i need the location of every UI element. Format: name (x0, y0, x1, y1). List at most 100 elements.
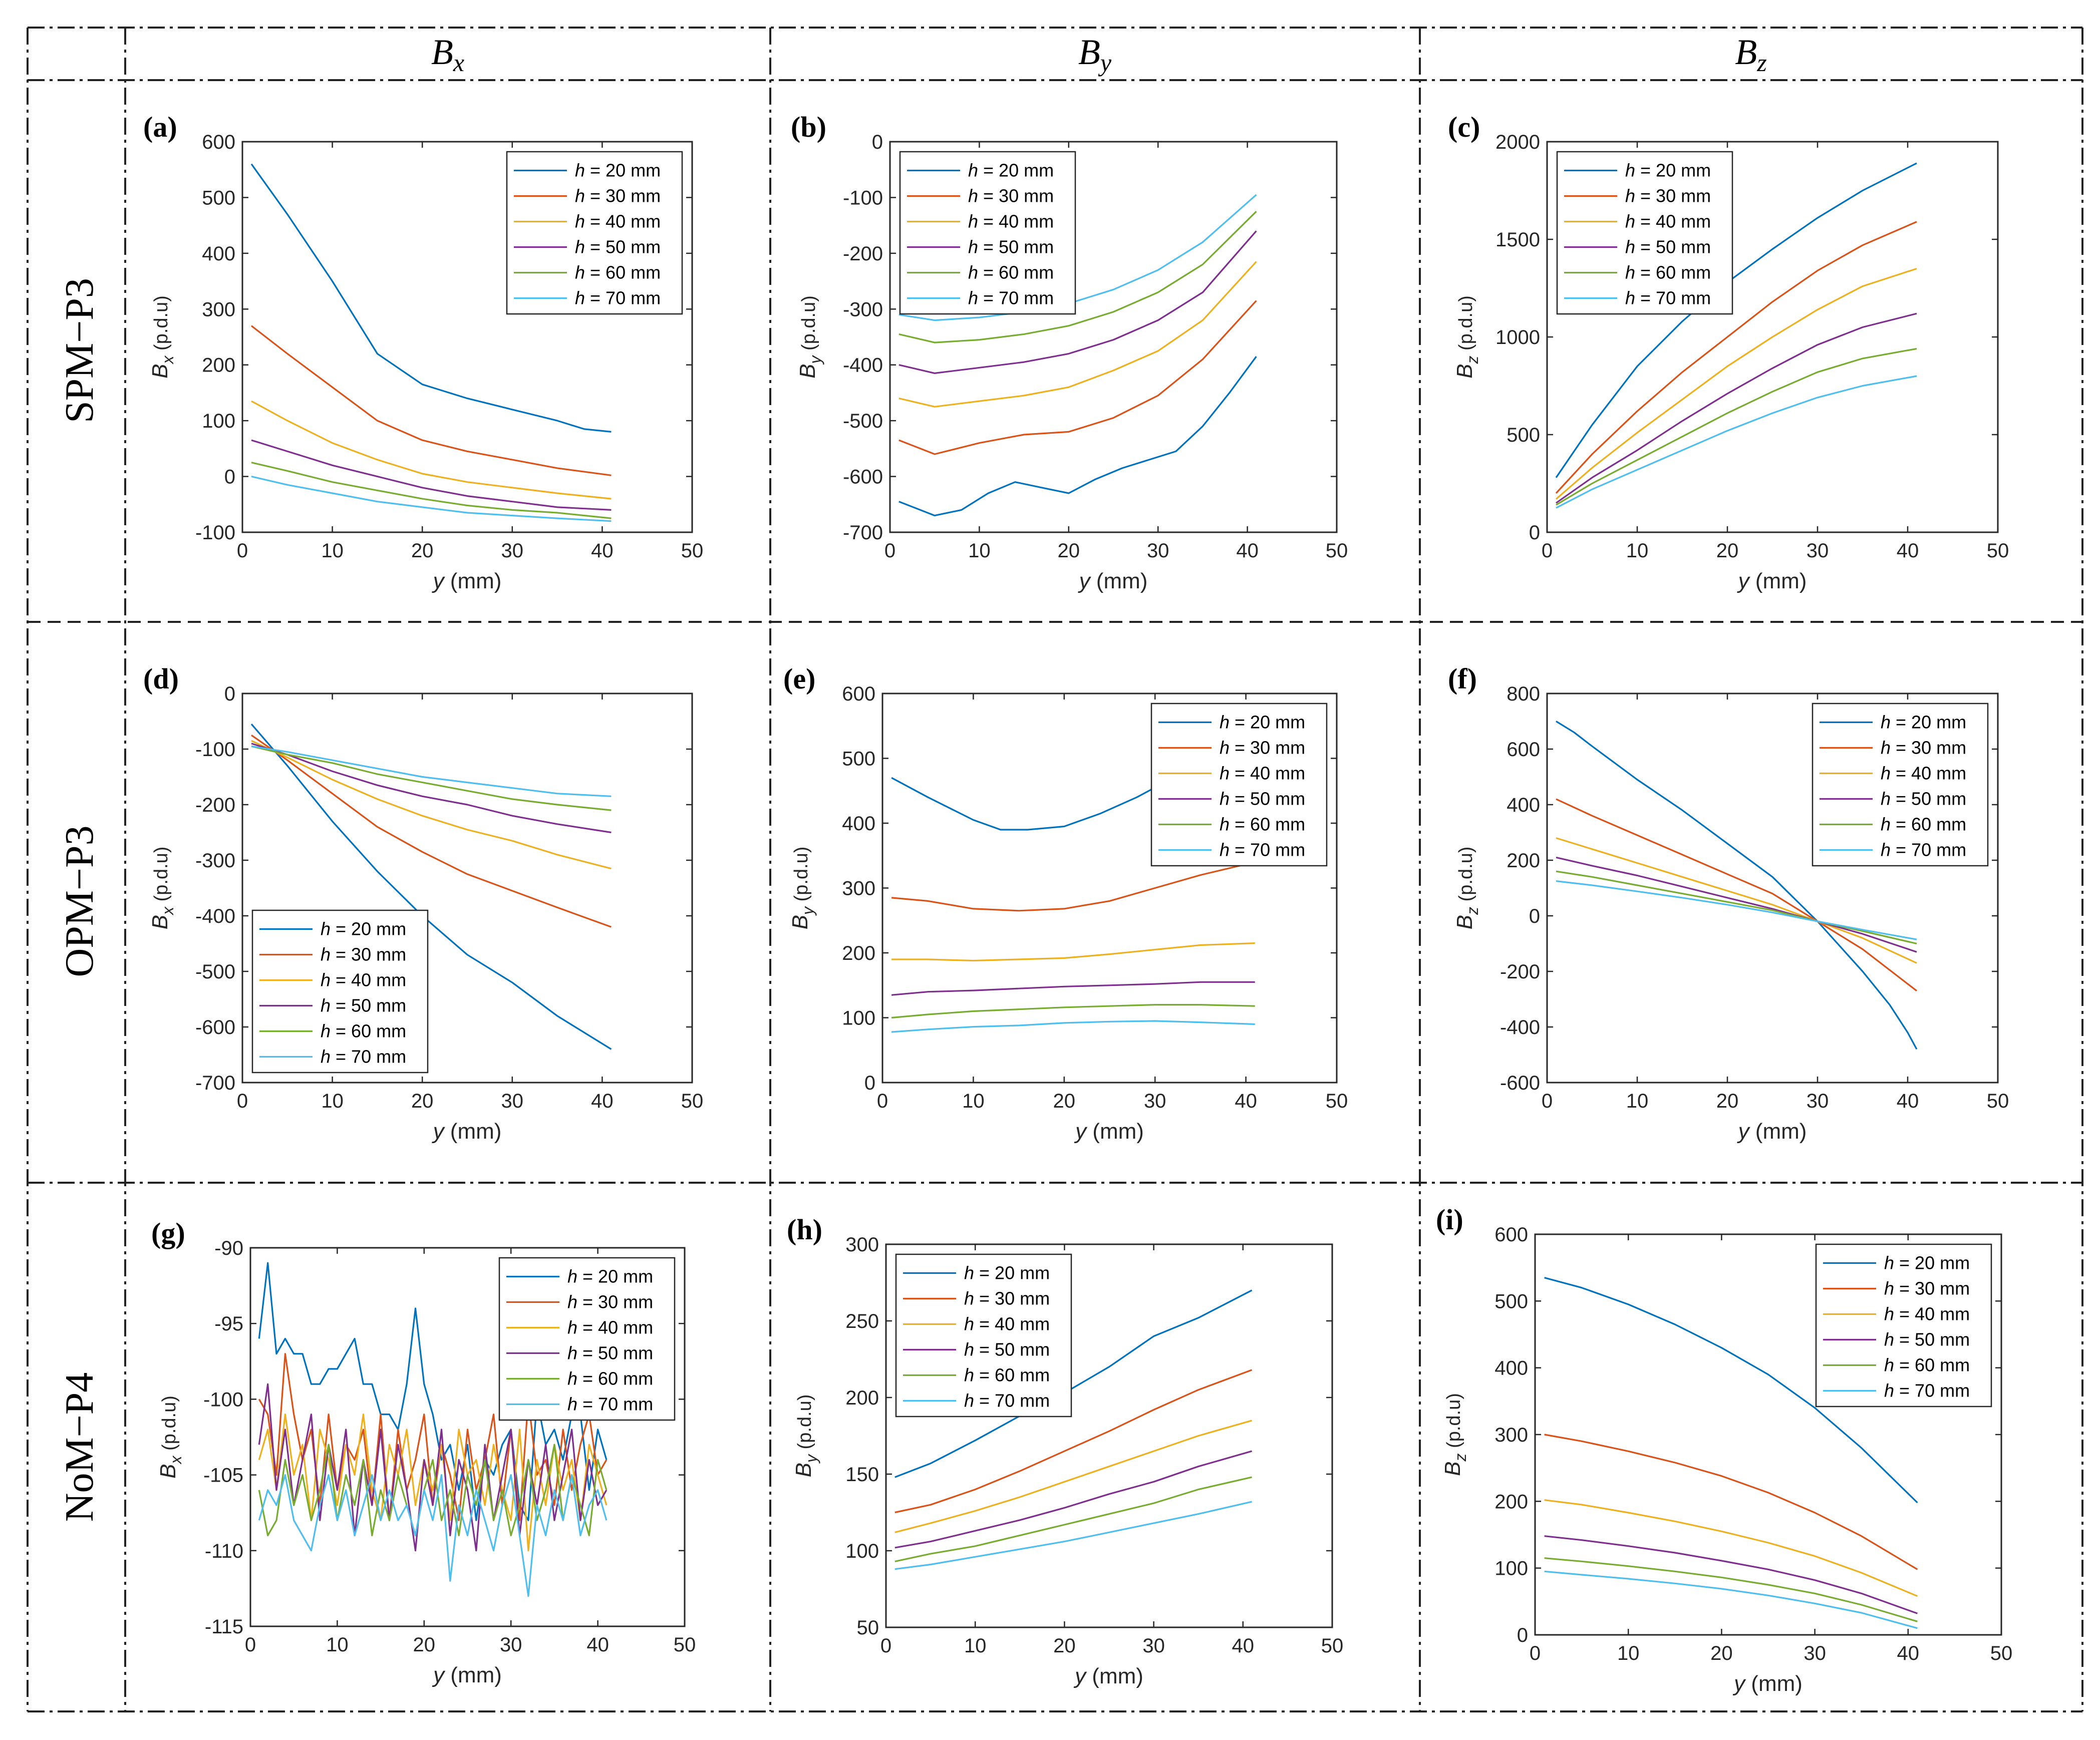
legend-label-var: h (968, 186, 978, 206)
x-tick-label: 40 (591, 540, 614, 562)
legend-label: h = 30 mm (1881, 738, 1966, 758)
column-header-by-base: B (1078, 32, 1100, 72)
legend-label-value: = 50 mm (974, 1339, 1050, 1360)
legend-label-var: h (1220, 840, 1230, 860)
legend-box (1556, 151, 1733, 315)
y-tick-label: 0 (872, 131, 883, 153)
legend-label: h = 60 mm (964, 1365, 1050, 1385)
x-axis-label-unit: (mm) (1090, 569, 1148, 593)
x-tick-label: 40 (586, 1634, 609, 1656)
x-tick-label: 40 (1897, 540, 1919, 562)
legend-label: h = 40 mm (1884, 1304, 1970, 1324)
row-header-opm-p3: OPM−P3 (58, 825, 102, 977)
legend-label: h = 70 mm (968, 288, 1054, 308)
legend-label-var: h (1220, 738, 1230, 758)
y-tick-label: -115 (205, 1616, 243, 1638)
column-header-by: By (1078, 32, 1112, 77)
legend-label-var: h (321, 1021, 331, 1041)
legend-box (1150, 703, 1328, 867)
legend-label-value: = 50 mm (331, 995, 406, 1016)
legend-label-var: h (1881, 712, 1891, 733)
y-axis-label-sub: y (799, 906, 817, 916)
legend-label: h = 30 mm (567, 1292, 653, 1312)
x-axis-label-var: y (1737, 1119, 1751, 1144)
series-line-3 (891, 942, 1255, 962)
y-axis-label-sub: z (1451, 1454, 1469, 1462)
legend-label: h = 50 mm (1220, 789, 1305, 809)
legend-label-value: = 40 mm (1891, 763, 1966, 784)
panel-tag: (c) (1448, 111, 1480, 143)
legend-label: h = 70 mm (1220, 840, 1305, 860)
legend-label: h = 30 mm (1625, 186, 1711, 206)
x-tick-label: 10 (968, 540, 991, 562)
y-tick-label: -600 (1500, 1072, 1540, 1094)
y-tick-label: -600 (843, 466, 883, 488)
y-tick-label: 100 (845, 1540, 879, 1562)
y-tick-label: 1000 (1495, 326, 1540, 349)
legend-label-var: h (1884, 1253, 1894, 1273)
legend-label: h = 70 mm (1884, 1380, 1970, 1401)
column-header-bz-sub: z (1756, 49, 1766, 77)
y-tick-label: 100 (202, 410, 235, 432)
series-line-5 (1556, 870, 1917, 945)
x-tick-label: 10 (326, 1634, 349, 1656)
y-axis-label-sub: y (802, 1454, 820, 1464)
x-axis-label-unit: (mm) (444, 569, 502, 593)
series-line-5 (894, 1476, 1252, 1562)
legend-label-value: = 20 mm (585, 160, 661, 181)
legend-label-value: = 60 mm (974, 1365, 1050, 1385)
series-line-2 (1544, 1434, 1918, 1570)
series-line-6 (258, 1474, 608, 1597)
legend-label-value: = 60 mm (1891, 814, 1966, 835)
series-line-5 (891, 1003, 1255, 1019)
panel-tag: (i) (1436, 1203, 1463, 1236)
y-tick-label: -400 (1500, 1016, 1540, 1038)
legend-label-value: = 30 mm (978, 186, 1054, 206)
legend-label-value: = 50 mm (1230, 789, 1305, 809)
legend-label-var: h (321, 995, 331, 1016)
legend-label: h = 30 mm (968, 186, 1054, 206)
legend-label-var: h (1881, 814, 1891, 835)
legend-label: h = 50 mm (1625, 237, 1711, 257)
series-line-6 (251, 745, 612, 797)
legend-label-var: h (575, 262, 585, 283)
x-tick-label: 0 (877, 1090, 888, 1112)
panel-f: 0 10 20 30 40 50 -600 -400 -200 0 200 400 600 800 y (m… (1448, 662, 2009, 1144)
y-axis-label-unit: (p.d.u) (151, 295, 172, 356)
series-line-3 (1556, 837, 1917, 964)
legend-label-value: = 70 mm (1635, 288, 1711, 308)
series-line-2 (251, 734, 612, 928)
legend-label-var: h (1881, 840, 1891, 860)
legend-label-var: h (1881, 738, 1891, 758)
y-axis-label: Bx (p.d.u) (148, 847, 177, 930)
x-axis-label-var: y (1074, 1119, 1088, 1144)
legend-label-value: = 70 mm (331, 1047, 406, 1067)
x-tick-label: 50 (1987, 540, 2009, 562)
x-tick-label: 0 (237, 540, 248, 562)
legend-label-var: h (567, 1368, 577, 1389)
x-tick-label: 30 (500, 1634, 522, 1656)
x-axis-label: y (mm) (1732, 1671, 1803, 1696)
legend-label-value: = 60 mm (331, 1021, 406, 1041)
y-tick-label: -100 (843, 187, 883, 209)
x-tick-label: 30 (501, 1090, 524, 1112)
x-tick-label: 0 (245, 1634, 256, 1656)
legend-label: h = 40 mm (567, 1317, 653, 1338)
y-tick-label: 300 (842, 878, 875, 900)
x-tick-label: 30 (501, 540, 524, 562)
legend-label-var: h (1625, 288, 1635, 308)
legend-label: h = 20 mm (321, 919, 406, 939)
x-tick-label: 0 (237, 1090, 248, 1112)
y-axis-label-var: B (791, 1463, 816, 1477)
y-axis-label-var: B (795, 364, 820, 379)
y-axis-label-unit: (p.d.u) (1455, 295, 1476, 356)
series-line-3 (251, 400, 612, 500)
legend-label-var: h (1220, 763, 1230, 784)
series-line-3 (898, 261, 1257, 408)
legend-label-value: = 50 mm (1891, 789, 1966, 809)
panel-b: 0 10 20 30 40 50 -700 -600 -500 -400 -300 -200 -100 0… (791, 111, 1348, 593)
legend-label-value: = 70 mm (974, 1390, 1050, 1411)
legend-label-var: h (567, 1343, 577, 1363)
legend-label-var: h (968, 211, 978, 232)
